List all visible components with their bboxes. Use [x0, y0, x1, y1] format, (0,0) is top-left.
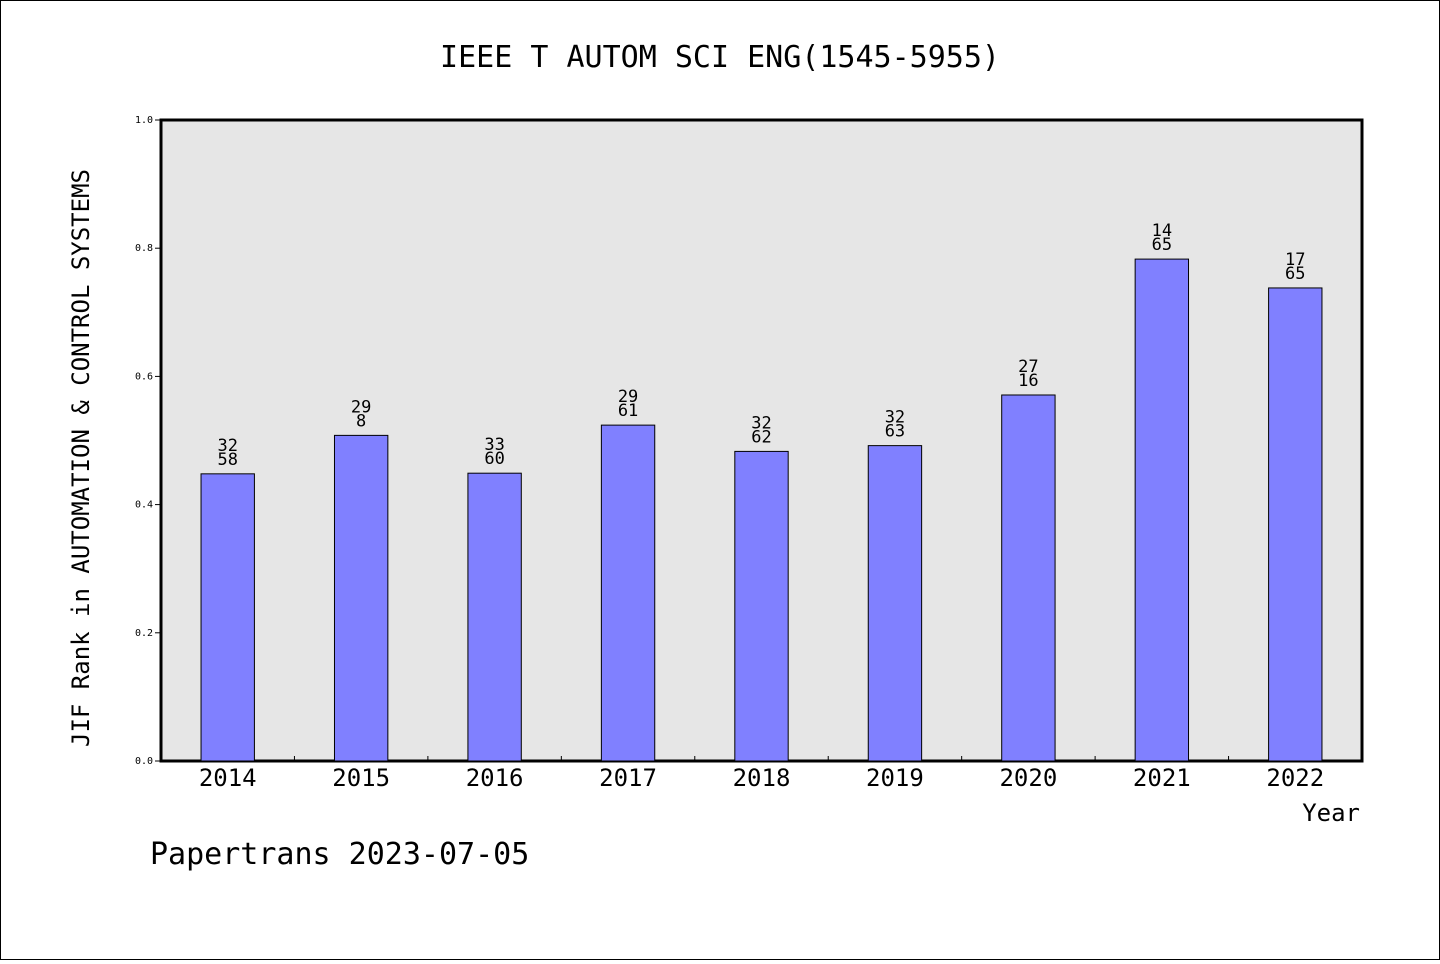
x-axis: 2014 2015 2016 2017 2018 2019 2020 2021 2022	[199, 756, 1324, 792]
bar-label-top: 32	[217, 436, 237, 456]
bar-label-top: 32	[885, 408, 905, 428]
x-tick-label: 2017	[599, 764, 657, 792]
bar-label-top: 29	[351, 397, 371, 417]
bar-label-bottom: 65	[1152, 235, 1172, 255]
bar-label-bottom: 62	[751, 427, 771, 447]
x-tick-label: 2016	[466, 764, 524, 792]
x-tick-label: 2021	[1133, 764, 1191, 792]
footer-text: Papertrans 2023-07-05	[150, 837, 529, 872]
bar	[1134, 258, 1190, 762]
x-tick-label: 2018	[733, 764, 791, 792]
chart-title: IEEE T AUTOM SCI ENG(1545-5955)	[440, 40, 1000, 75]
bar-label-top: 14	[1152, 221, 1172, 241]
bar	[467, 472, 522, 762]
y-tick-label: 1.0	[135, 115, 153, 126]
y-tick-label: 0.4	[135, 500, 153, 511]
bar-label-bottom: 65	[1285, 264, 1305, 284]
y-tick-label: 0.6	[135, 371, 153, 382]
bar	[1268, 287, 1323, 762]
bar-label-bottom: 58	[217, 450, 237, 470]
x-tick-label: 2019	[866, 764, 924, 792]
bar-label-top: 29	[618, 387, 638, 407]
bar-label-top: 33	[484, 435, 504, 455]
bar-label-top: 17	[1285, 250, 1305, 270]
x-tick-label: 2020	[999, 764, 1057, 792]
x-tick-label: 2014	[199, 764, 257, 792]
bar-label-bottom: 60	[484, 449, 504, 469]
bar-label-bottom: 63	[885, 422, 905, 442]
bar	[600, 424, 656, 762]
bar	[200, 473, 255, 762]
y-tick-label: 0.2	[135, 628, 153, 639]
x-axis-label: Year	[1302, 799, 1360, 827]
bar-label-bottom: 8	[356, 411, 366, 431]
bar-label-bottom: 61	[618, 401, 638, 421]
y-axis-label: JIF Rank in AUTOMATION & CONTROL SYSTEMS	[67, 169, 95, 747]
bar	[734, 450, 789, 762]
bar-label-top: 32	[751, 413, 771, 433]
bar	[1001, 394, 1056, 762]
x-tick-label: 2015	[332, 764, 390, 792]
bar	[333, 434, 389, 762]
y-axis: 0.0 0.2 0.4 0.6 0.8 1.0	[135, 115, 161, 767]
y-tick-label: 0.8	[135, 243, 153, 254]
bar	[867, 445, 923, 762]
x-tick-label: 2022	[1266, 764, 1324, 792]
bar-label-bottom: 16	[1018, 371, 1038, 391]
bar-label-top: 27	[1018, 357, 1038, 377]
y-tick-label: 0.0	[135, 756, 153, 767]
